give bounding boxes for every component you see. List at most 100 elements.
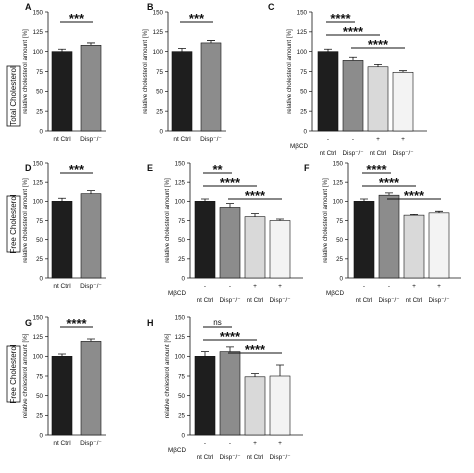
chart-panel-f: F 0 25 50 75 100 125 150 relative cholesterol am… — [304, 160, 461, 304]
bar — [367, 66, 389, 132]
y-tick-label: 150 — [33, 160, 44, 167]
y-axis-label-h: relative cholesterol amount [%] — [164, 333, 171, 418]
x-tick-label: Disp⁻/⁻ — [200, 136, 222, 143]
bar — [194, 201, 216, 279]
y-tick-label: 125 — [175, 179, 186, 186]
treatment-sign: + — [253, 440, 257, 447]
row-label-1: Total Cholesterol — [6, 65, 21, 127]
error-bar — [201, 198, 209, 202]
y-axis-label-b: relative cholesterol amount [%] — [142, 29, 149, 114]
error-bar — [87, 42, 95, 46]
error-bar — [58, 48, 66, 52]
x-tick-label: Disp⁻/⁻ — [80, 440, 102, 447]
y-tick-label: 150 — [175, 314, 186, 321]
error-bar — [87, 338, 95, 342]
y-tick-label: 100 — [33, 199, 44, 206]
bar — [219, 351, 241, 436]
significance-label: *** — [69, 11, 85, 26]
y-tick-label: 100 — [33, 49, 44, 56]
y-tick-label: 125 — [175, 334, 186, 341]
panel-label-b: B — [147, 2, 154, 12]
y-tick-label: 75 — [36, 218, 43, 225]
y-tick-label: 125 — [33, 179, 44, 186]
treatment-label-c: MβCD — [290, 143, 308, 150]
treatment-sign: + — [253, 283, 257, 290]
x-tick-label: Disp⁻/⁻ — [393, 150, 414, 157]
bar — [51, 51, 73, 132]
y-tick-label: 75 — [36, 69, 43, 76]
y-tick-label: 25 — [36, 256, 43, 263]
error-bar — [360, 198, 368, 202]
error-bar — [324, 48, 332, 52]
y-tick-label: 150 — [175, 160, 186, 167]
y-axis-label-a: relative cholesterol amount [%] — [22, 29, 29, 114]
bar — [80, 193, 102, 279]
x-tick-label: Disp⁻/⁻ — [80, 283, 102, 290]
error-bar — [226, 346, 234, 352]
bar — [269, 220, 291, 279]
significance-label: **** — [330, 11, 351, 26]
treatment-sign: - — [204, 440, 206, 447]
y-tick-label: 50 — [36, 89, 43, 96]
significance-label: **** — [245, 342, 266, 357]
significance-label: *** — [69, 162, 85, 177]
treatment-sign: + — [412, 283, 416, 290]
chart-panel-h: H 0 25 50 75 100 125 150 relative cholesterol am… — [147, 314, 303, 461]
x-tick-label: nt Ctrl — [247, 454, 264, 461]
bar — [80, 45, 102, 132]
error-bar — [435, 210, 443, 213]
y-tick-label: 100 — [33, 354, 44, 361]
treatment-sign: + — [376, 136, 380, 143]
treatment-label-e: MβCD — [168, 290, 186, 297]
y-tick-label: 0 — [40, 275, 44, 282]
treatment-sign: - — [327, 136, 329, 143]
y-tick-label: 50 — [336, 237, 343, 244]
treatment-sign: + — [278, 440, 282, 447]
y-tick-label: 75 — [300, 69, 307, 76]
significance-label: *** — [189, 11, 205, 26]
panel-label-h: H — [147, 318, 154, 328]
significance-label: **** — [404, 188, 425, 203]
chart-panel-c: C 0 25 50 75 100 125 150 relative cholesterol am… — [268, 2, 427, 157]
error-bar — [399, 70, 407, 73]
y-tick-label: 125 — [33, 29, 44, 36]
x-tick-label: Disp⁻/⁻ — [429, 297, 450, 304]
treatment-label-f: MβCD — [326, 290, 344, 297]
error-bar — [349, 56, 357, 61]
x-tick-label: nt Ctrl — [197, 297, 214, 304]
y-tick-label: 125 — [297, 29, 308, 36]
bar — [244, 216, 266, 279]
panel-label-g: G — [25, 318, 32, 328]
y-tick-label: 75 — [156, 69, 163, 76]
y-tick-label: 75 — [178, 218, 185, 225]
bar — [51, 356, 73, 436]
x-tick-label: Disp⁻/⁻ — [220, 454, 241, 461]
y-tick-label: 50 — [36, 237, 43, 244]
y-tick-label: 25 — [178, 256, 185, 263]
error-bar — [207, 40, 215, 43]
x-tick-label: nt Ctrl — [247, 297, 264, 304]
significance-label: ** — [212, 162, 223, 177]
bar — [342, 60, 364, 132]
treatment-sign: + — [278, 283, 282, 290]
error-bar — [87, 190, 95, 194]
bar — [244, 376, 266, 436]
bar — [392, 71, 414, 132]
y-tick-label: 25 — [300, 108, 307, 115]
y-tick-label: 75 — [336, 218, 343, 225]
row-label-2-text: Free Cholesterol — [9, 194, 18, 253]
y-tick-label: 50 — [178, 237, 185, 244]
bar — [353, 201, 375, 279]
y-tick-label: 75 — [178, 373, 185, 380]
bar — [378, 194, 400, 279]
bar — [171, 51, 193, 132]
chart-panel-a: A 0 25 50 75 100 125 150 relative cholesterol am… — [22, 2, 106, 143]
y-axis-label-c: relative cholesterol amount [%] — [286, 29, 293, 114]
treatment-sign: + — [437, 283, 441, 290]
chart-panel-g: G 0 25 50 75 100 125 150 relative cholesterol am… — [22, 314, 106, 447]
y-tick-label: 25 — [336, 256, 343, 263]
bar — [317, 51, 339, 132]
significance-label: **** — [366, 162, 387, 177]
y-tick-label: 0 — [160, 128, 164, 135]
